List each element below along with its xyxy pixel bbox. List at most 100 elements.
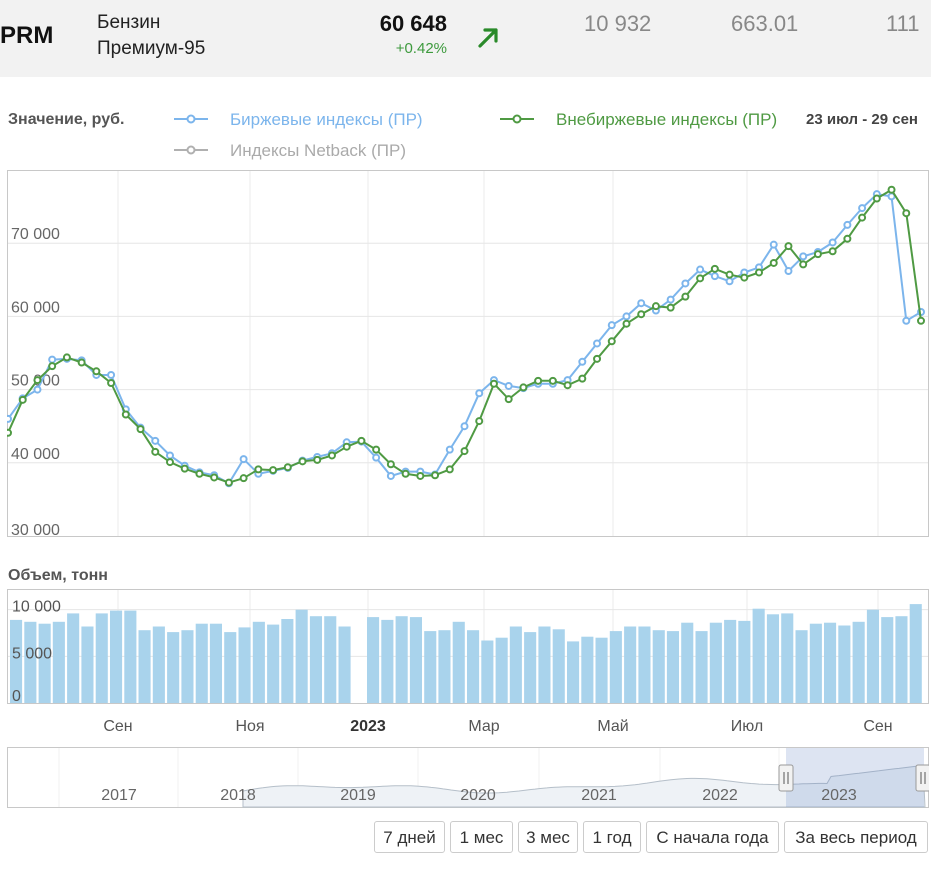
data-point-otc <box>313 455 322 464</box>
navigator-right-handle[interactable] <box>915 764 929 792</box>
data-point-otc <box>813 250 822 259</box>
navigator-year-label: 2022 <box>702 787 738 804</box>
navigator-year-label: 2017 <box>101 787 137 804</box>
legend-item-exchange[interactable]: Биржевые индексы (ПР) <box>174 110 464 132</box>
period-1-month-button[interactable]: 1 мес <box>450 821 513 853</box>
data-point-otc <box>18 395 27 404</box>
data-point-otc <box>136 425 145 434</box>
data-point-otc <box>755 268 764 277</box>
data-point-otc <box>799 260 808 269</box>
data-point-otc <box>548 376 557 385</box>
legend-marker-otc <box>500 114 534 124</box>
volume-bar <box>781 613 794 703</box>
data-point-otc <box>77 358 86 367</box>
navigator-left-handle[interactable] <box>778 764 794 792</box>
volume-bar <box>666 631 679 703</box>
volume-axis-title: Объем, тонн <box>8 567 108 584</box>
data-point-otc <box>489 379 498 388</box>
legend-item-otc[interactable]: Внебиржевые индексы (ПР) <box>500 110 800 132</box>
volume-bar <box>852 621 865 703</box>
volume-bar <box>281 619 294 703</box>
data-point-otc <box>224 478 233 487</box>
data-point-exchange <box>165 451 174 460</box>
volume-chart[interactable]: 0 5 000 10 000 Сен Ноя 2023 Мар Май Июл Сен <box>7 589 929 739</box>
data-point-exchange <box>460 422 469 431</box>
volume-bar <box>252 621 265 703</box>
volume-bar <box>681 622 694 703</box>
range-navigator[interactable]: 2017 2018 2019 2020 2021 2022 2023 <box>7 747 929 809</box>
data-point-otc <box>107 379 116 388</box>
data-point-otc <box>607 337 616 346</box>
data-point-otc <box>327 451 336 460</box>
volume-bar <box>138 630 151 703</box>
ticker-symbol: PRM <box>0 22 54 49</box>
data-point-exchange <box>239 455 248 464</box>
data-point-otc <box>195 469 204 478</box>
data-point-exchange <box>828 238 837 247</box>
data-point-otc <box>843 234 852 243</box>
data-point-otc <box>283 463 292 472</box>
data-point-exchange <box>504 381 513 390</box>
legend-marker-netback <box>174 145 208 155</box>
data-point-otc <box>475 417 484 426</box>
volume-bar <box>438 630 451 703</box>
data-point-otc <box>872 194 881 203</box>
volume-bar <box>38 623 51 703</box>
plot-area <box>7 170 929 537</box>
data-point-otc <box>637 310 646 319</box>
volume-bar <box>481 640 494 703</box>
volume-bar <box>224 632 237 703</box>
volume-bar <box>824 622 837 703</box>
volume-bar <box>495 637 508 703</box>
volume-bar <box>652 630 665 703</box>
stat-deals: 111 <box>886 11 920 36</box>
x-tick-label: Ноя <box>235 718 264 735</box>
volume-bar <box>766 614 779 703</box>
data-point-otc <box>917 316 925 325</box>
data-point-otc <box>431 471 440 480</box>
data-point-exchange <box>151 436 160 445</box>
volume-bar <box>95 613 108 703</box>
navigator-right-handle-grip <box>915 764 929 792</box>
data-point-otc <box>254 465 263 474</box>
data-point-exchange <box>48 355 57 364</box>
navigator-series-area <box>242 764 926 808</box>
current-price: 60 648 <box>379 11 447 36</box>
period-1-year-button[interactable]: 1 год <box>583 821 641 853</box>
data-point-otc <box>887 185 896 194</box>
data-point-otc <box>342 442 351 451</box>
data-point-otc <box>372 445 381 454</box>
volume-bar <box>10 619 23 703</box>
data-point-otc <box>121 410 130 419</box>
volume-bar <box>738 620 751 703</box>
data-point-otc <box>593 354 602 363</box>
legend-label-exchange: Биржевые индексы (ПР) <box>230 110 423 129</box>
data-point-exchange <box>386 471 395 480</box>
data-point-otc <box>210 473 219 482</box>
data-point-exchange <box>843 220 852 229</box>
period-7-days-button[interactable]: 7 дней <box>374 821 445 853</box>
period-3-months-button[interactable]: 3 мес <box>518 821 578 853</box>
data-point-otc <box>681 292 690 301</box>
data-point-exchange <box>622 312 631 321</box>
x-tick-label: Мар <box>468 718 499 735</box>
data-point-otc <box>62 353 71 362</box>
data-point-otc <box>578 374 587 383</box>
volume-bar <box>324 616 337 703</box>
data-point-otc <box>902 209 911 218</box>
legend-item-netback[interactable]: Индексы Netback (ПР) <box>174 141 464 163</box>
volume-bar <box>309 616 322 703</box>
volume-bar <box>709 622 722 703</box>
volume-bar <box>124 610 137 703</box>
data-point-exchange <box>372 453 381 462</box>
stat-volume: 10 932 <box>584 11 652 36</box>
x-tick-label: Сен <box>103 718 132 735</box>
period-ytd-button[interactable]: С начала года <box>646 821 779 853</box>
data-point-otc <box>769 258 778 267</box>
volume-bar <box>895 616 908 703</box>
data-point-otc <box>151 447 160 456</box>
y-tick-label: 0 <box>12 688 21 705</box>
data-point-otc <box>357 436 366 445</box>
period-all-button[interactable]: За весь период <box>784 821 928 853</box>
